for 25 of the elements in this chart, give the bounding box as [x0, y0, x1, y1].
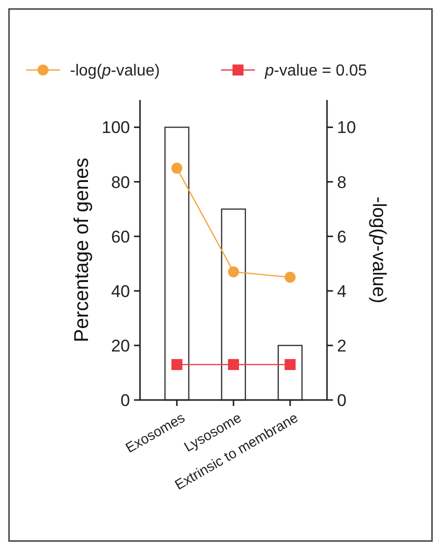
y2-tick-label: 0 [337, 390, 346, 410]
y-tick-label: 80 [111, 172, 130, 192]
y2-tick-label: 4 [337, 282, 346, 301]
bar [278, 344, 303, 401]
y2-tick-label: 8 [337, 172, 346, 192]
point [284, 359, 296, 370]
y-axis-title: Percentage of genes [71, 158, 93, 342]
y-tick-label: 60 [111, 227, 130, 246]
point [228, 266, 239, 278]
y-tick-label: 100 [102, 118, 130, 138]
y2-tick-label: 10 [337, 118, 356, 138]
point [284, 272, 296, 283]
y-tick-label: 20 [111, 336, 130, 356]
legend-label: p-value = 0.05 [264, 62, 367, 80]
y2-tick-label: 2 [337, 336, 346, 356]
bar [221, 208, 246, 401]
bar [164, 126, 190, 401]
legend-label: -log(p-value) [70, 62, 160, 80]
point [228, 359, 239, 370]
y2-axis-title: -log(p-value) [368, 196, 389, 304]
y-tick-label: 0 [120, 390, 130, 410]
point [171, 162, 182, 174]
point [171, 359, 182, 370]
y2-tick-label: 6 [337, 227, 346, 246]
y-tick-label: 40 [111, 282, 130, 301]
